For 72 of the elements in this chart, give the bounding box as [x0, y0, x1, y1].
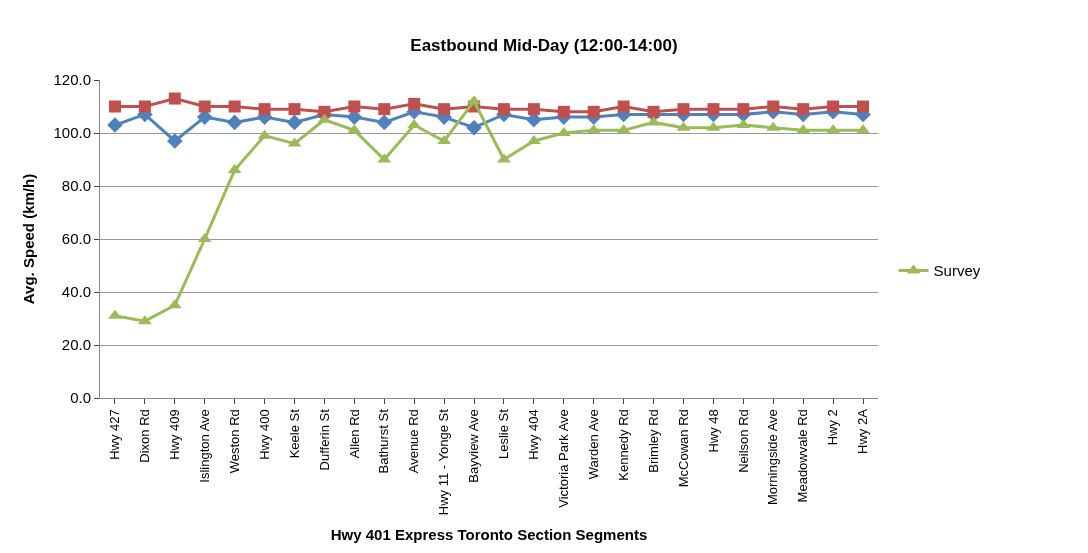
point: [466, 119, 482, 136]
point: [376, 114, 393, 131]
point: [108, 100, 121, 113]
point: [617, 100, 630, 113]
x-tick-label: Hwy 11 - Yonge St: [436, 408, 452, 516]
point: [497, 103, 510, 116]
x-tick-label: Hwy 400: [256, 409, 272, 460]
x-tick-label: Kennedy Rd: [615, 409, 631, 481]
y-tick-label: 60.0: [61, 230, 91, 248]
y-tick-label: 120.0: [53, 71, 91, 89]
x-tick-label: Leslie St: [496, 408, 512, 460]
x-tick-label: Hwy 404: [526, 409, 542, 460]
x-tick-label: Avenue Rd: [406, 409, 422, 474]
point: [408, 97, 421, 110]
x-tick-label: Dufferin St: [316, 408, 332, 471]
x-tick-label: Morningside Ave: [765, 409, 781, 506]
point: [138, 100, 151, 113]
point: [467, 95, 481, 105]
x-tick-label: Neilson Rd: [735, 409, 751, 473]
point: [557, 105, 570, 118]
x-tick-label: Hwy 2: [825, 409, 841, 446]
x-tick-label: Hwy 48: [705, 409, 721, 453]
x-axis-title: Hwy 401 Express Toronto Section Segments: [330, 526, 648, 544]
point: [168, 92, 181, 105]
point: [438, 103, 451, 116]
point: [226, 114, 243, 131]
point: [107, 117, 123, 133]
point: [767, 100, 780, 113]
x-tick-label: Hwy 427: [107, 409, 123, 460]
point: [647, 105, 660, 118]
point: [856, 124, 870, 134]
point: [258, 103, 271, 116]
x-tick-label: Dixon Rd: [137, 409, 153, 463]
x-tick-label: Meadowvale Rd: [795, 409, 811, 503]
point: [198, 100, 211, 113]
point: [228, 100, 241, 113]
x-tick-label: Bathurst St: [376, 408, 392, 474]
x-tick-label: Allen Rd: [346, 409, 362, 459]
chart-title: Eastbound Mid-Day (12:00-14:00): [410, 35, 678, 55]
x-tick-label: Keele St: [286, 408, 302, 459]
point: [497, 153, 511, 163]
point: [286, 114, 303, 131]
x-tick-label: Brimley Rd: [645, 409, 661, 473]
y-axis-title: Avg. Speed (km/h): [19, 173, 37, 305]
point: [737, 103, 750, 116]
point: [318, 105, 331, 118]
point: [167, 133, 183, 149]
point: [677, 103, 690, 116]
y-tick-label: 40.0: [61, 283, 91, 301]
point: [857, 100, 870, 113]
x-tick-label: Hwy 409: [167, 409, 183, 460]
legend-label: Survey: [933, 262, 981, 280]
x-tick-label: Warden Ave: [585, 409, 601, 480]
point: [288, 103, 301, 116]
point: [527, 103, 540, 116]
y-tick-label: 100.0: [53, 124, 91, 142]
y-tick-label: 0.0: [70, 389, 91, 407]
x-tick-label: Bayview Ave: [466, 409, 482, 483]
point: [348, 100, 361, 113]
point: [827, 100, 840, 113]
x-tick-label: Weston Rd: [226, 409, 242, 474]
x-tick-label: Islington Ave: [196, 409, 212, 483]
y-tick-label: 80.0: [61, 177, 91, 195]
point: [587, 105, 600, 118]
point: [378, 103, 391, 116]
point: [108, 309, 122, 319]
x-tick-label: Victoria Park Ave: [556, 409, 572, 508]
x-tick-label: McCowan Rd: [675, 409, 691, 488]
point: [797, 103, 810, 116]
point: [707, 103, 720, 116]
y-tick-label: 20.0: [61, 336, 91, 354]
x-tick-label: Hwy 2A: [855, 408, 871, 454]
